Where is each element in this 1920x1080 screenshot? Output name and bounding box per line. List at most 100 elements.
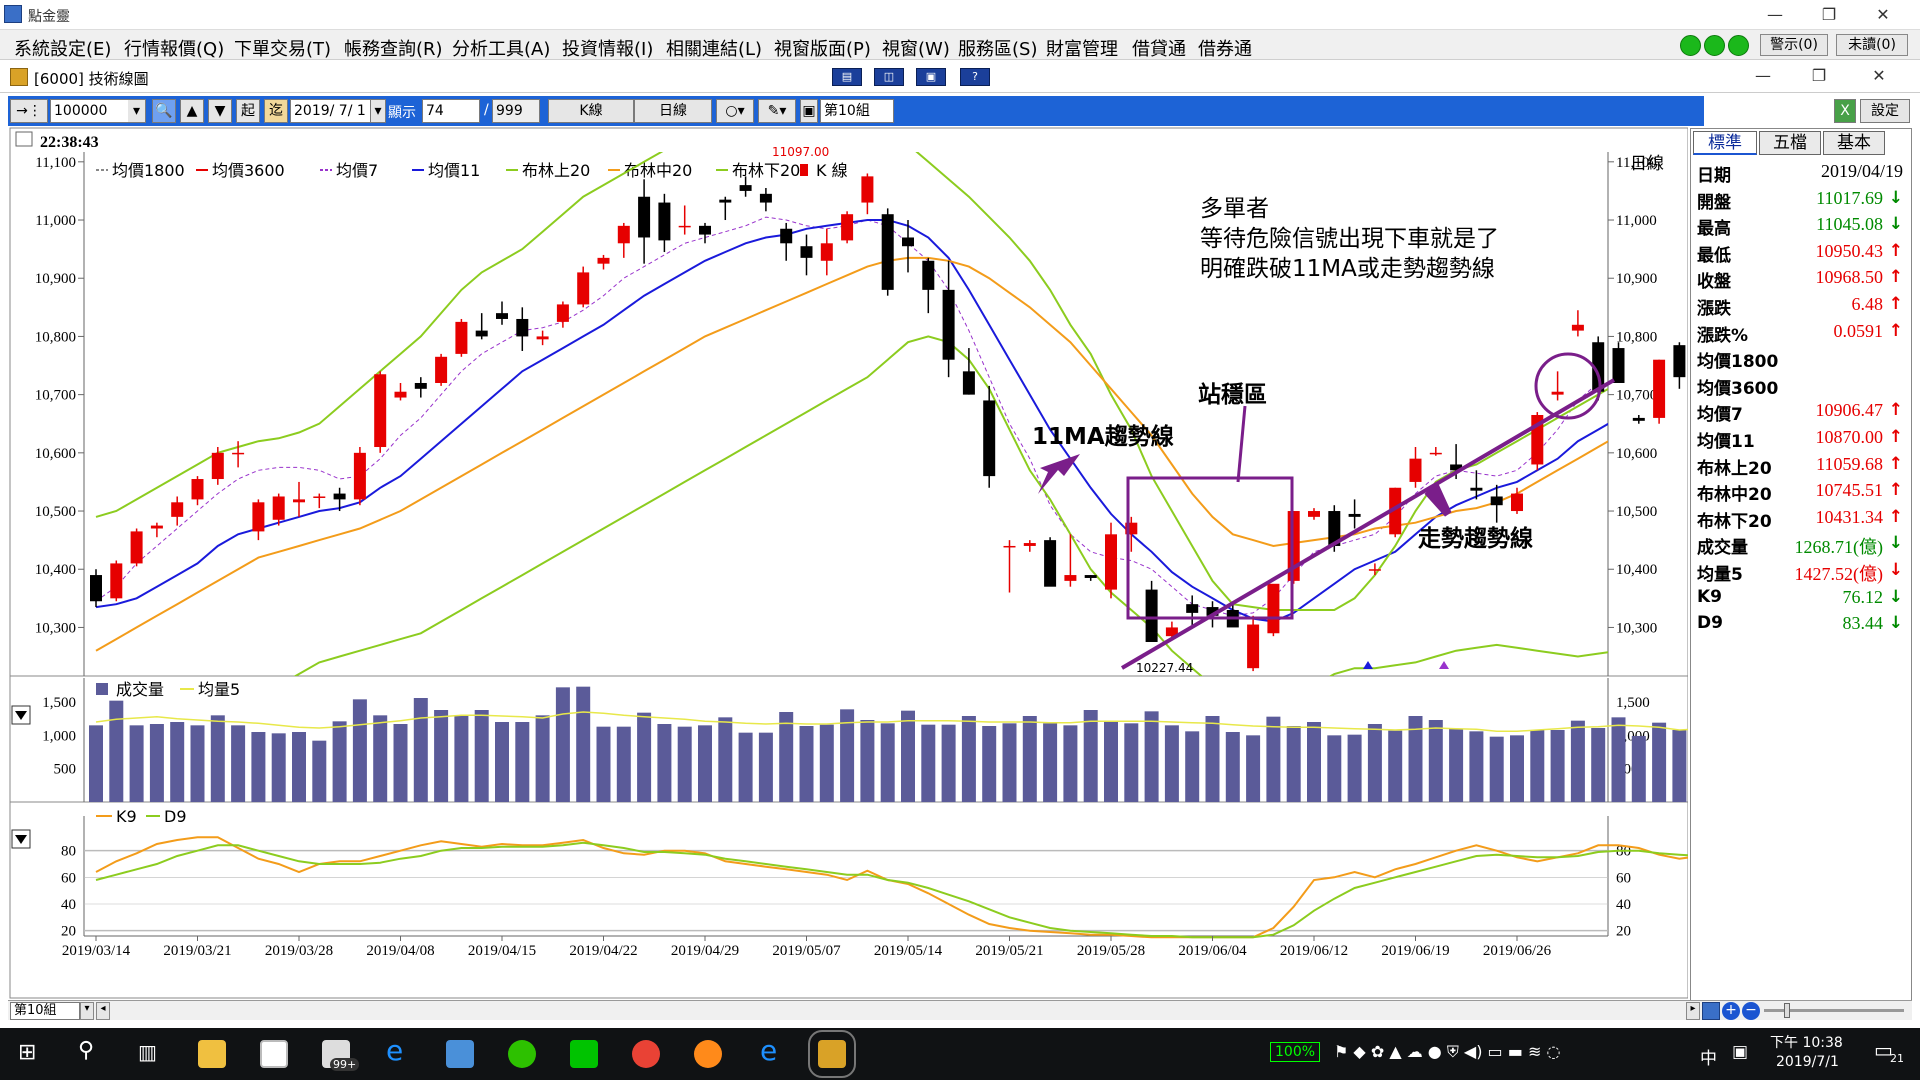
quote-row-arrow-icon: ↑ [1888,320,1903,341]
start-button[interactable]: 起 [236,99,260,123]
chrome-icon[interactable] [632,1040,660,1068]
keyboard-icon[interactable]: ▣ [1732,1042,1749,1062]
group-select-chevron-icon[interactable]: ▾ [80,1002,94,1020]
app-window-icon[interactable] [446,1040,474,1068]
menu-service[interactable]: 服務區(S) [958,39,1038,60]
task-view-icon[interactable]: ▥ [138,1040,157,1064]
arrow-down-icon[interactable]: ▼ [208,99,232,123]
technical-chart[interactable]: 22:38:43 均價1800 均價3600 均價7 均價11 布林上20 布林中20 布林… [0,126,1688,1006]
quote-row: 均量5 1427.52(億) ↓ [1691,558,1911,585]
quote-row: 漲跌 6.48 ↑ [1691,292,1911,319]
ime-indicator[interactable]: 中 [1700,1049,1717,1069]
quote-row-arrow-icon: ↑ [1888,480,1903,501]
volume-bar [474,710,489,802]
menu-quotes[interactable]: 行情報價(Q) [124,39,225,60]
menu-order[interactable]: 下單交易(T) [234,39,332,60]
tab-standard[interactable]: 標準 [1693,131,1757,155]
stock-app-icon[interactable] [808,1030,856,1078]
notification-icon[interactable]: ▭ [1874,1038,1893,1062]
edge-icon[interactable]: e [760,1034,778,1067]
link-arrow-icon[interactable]: →⋮ [10,99,48,123]
close-button[interactable]: ✕ [1876,5,1890,24]
search-icon[interactable]: 🔍 [152,99,176,123]
candle-body [1673,345,1686,378]
kd-tick-label: 20 [61,924,76,940]
volume-bar [149,724,164,802]
menu-analysis[interactable]: 分析工具(A) [452,39,551,60]
settings-button[interactable]: 設定 [1860,99,1910,123]
candle-body [597,257,610,264]
candle-body [475,330,488,337]
ie-icon[interactable]: e [386,1034,404,1067]
child-close-button[interactable]: ✕ [1872,66,1886,85]
arrow-up-icon[interactable]: ▲ [180,99,204,123]
group-select[interactable]: 第10組 [10,1002,80,1020]
candle-body [1571,324,1584,331]
layout-split-icon[interactable]: ◫ [874,68,904,86]
firefox-icon[interactable] [694,1040,722,1068]
quote-row-label: D9 [1697,613,1723,634]
line-icon[interactable] [570,1040,598,1068]
layout-icon[interactable]: ▤ [832,68,862,86]
menu-system-settings[interactable]: 系統設定(E) [14,39,112,60]
x-tick-label: 2019/06/19 [1381,943,1449,959]
zoom-out-icon[interactable]: − [1742,1002,1760,1020]
candle-body [455,321,468,354]
chevron-down-icon[interactable]: ▾ [128,99,146,123]
quote-row-value: 76.12 [1842,586,1884,607]
maximize-button[interactable]: ❐ [1821,5,1837,24]
help-icon[interactable]: ? [960,68,990,86]
clock-date[interactable]: 2019/7/1 [1776,1054,1839,1070]
menu-securities-lending[interactable]: 借券通 [1198,39,1252,60]
scroll-left-icon[interactable]: ◂ [96,1002,110,1020]
zoom-slider-handle[interactable] [1784,1003,1790,1018]
clock-time[interactable]: 下午 10:38 [1770,1035,1843,1051]
unread-button[interactable]: 未讀(0) [1836,34,1908,56]
y-tick-label-right: 10,500 [1616,504,1657,520]
menu-wealth[interactable]: 財富管理 [1046,39,1118,60]
minimize-button[interactable]: — [1767,5,1783,24]
volume-bar [89,725,103,802]
save-icon[interactable]: ▣ [800,99,818,123]
kd-tick-label: 60 [61,870,76,886]
alert-button[interactable]: 警示(0) [1760,34,1828,56]
tray-icons[interactable]: ⚑ ◆ ✿ ▲ ☁ ● ⛨ ◀) ▭ ▬ ≋ ◌ [1334,1042,1561,1061]
group-dropdown[interactable]: 第10組 [820,99,894,123]
layout-popup-icon[interactable]: ▣ [916,68,946,86]
period-dropdown[interactable]: 日線 [634,99,712,123]
volume-bar [840,709,855,802]
pen-tool-icon[interactable]: ✎▾ [758,99,796,123]
menu-investment-info[interactable]: 投資情報(I) [562,39,654,60]
tab-basic[interactable]: 基本 [1823,131,1885,155]
volume-bar [434,710,449,802]
wechat-icon[interactable] [508,1040,536,1068]
chart-mode-icon[interactable] [1702,1002,1720,1020]
menu-layout[interactable]: 視窗版面(P) [774,39,871,60]
zoom-in-icon[interactable]: + [1722,1002,1740,1020]
x-tick-label: 2019/06/12 [1280,943,1348,959]
excel-icon[interactable]: X [1834,99,1856,123]
date-chevron-icon[interactable]: ▾ [370,99,386,123]
child-minimize-button[interactable]: — [1755,66,1771,85]
end-button[interactable]: 迄 [264,99,288,123]
calendar-icon[interactable] [260,1040,288,1068]
candle-body [1511,493,1523,512]
file-explorer-icon[interactable] [198,1040,226,1068]
scroll-right-icon[interactable]: ▸ [1686,1002,1700,1020]
menu-links[interactable]: 相關連結(L) [666,39,763,60]
volume-bar [1043,723,1058,802]
tab-five-levels[interactable]: 五檔 [1759,131,1821,155]
candle-body [1490,496,1503,506]
zoom-slider[interactable] [1764,1009,1904,1012]
menu-loan[interactable]: 借貸通 [1132,39,1186,60]
y-tick-label: 11,100 [35,155,76,171]
legend-candle-icon [800,164,808,176]
chart-type-dropdown[interactable]: K線 [548,99,634,123]
windows-start-icon[interactable]: ⊞ [18,1040,37,1065]
menu-window[interactable]: 視窗(W) [882,39,950,60]
search-icon[interactable]: ⚲ [78,1038,95,1063]
circle-tool-icon[interactable]: ○▾ [716,99,754,123]
menu-account[interactable]: 帳務查詢(R) [344,39,443,60]
child-maximize-button[interactable]: ❐ [1811,66,1827,85]
show-count-input[interactable]: 74 [422,99,480,123]
